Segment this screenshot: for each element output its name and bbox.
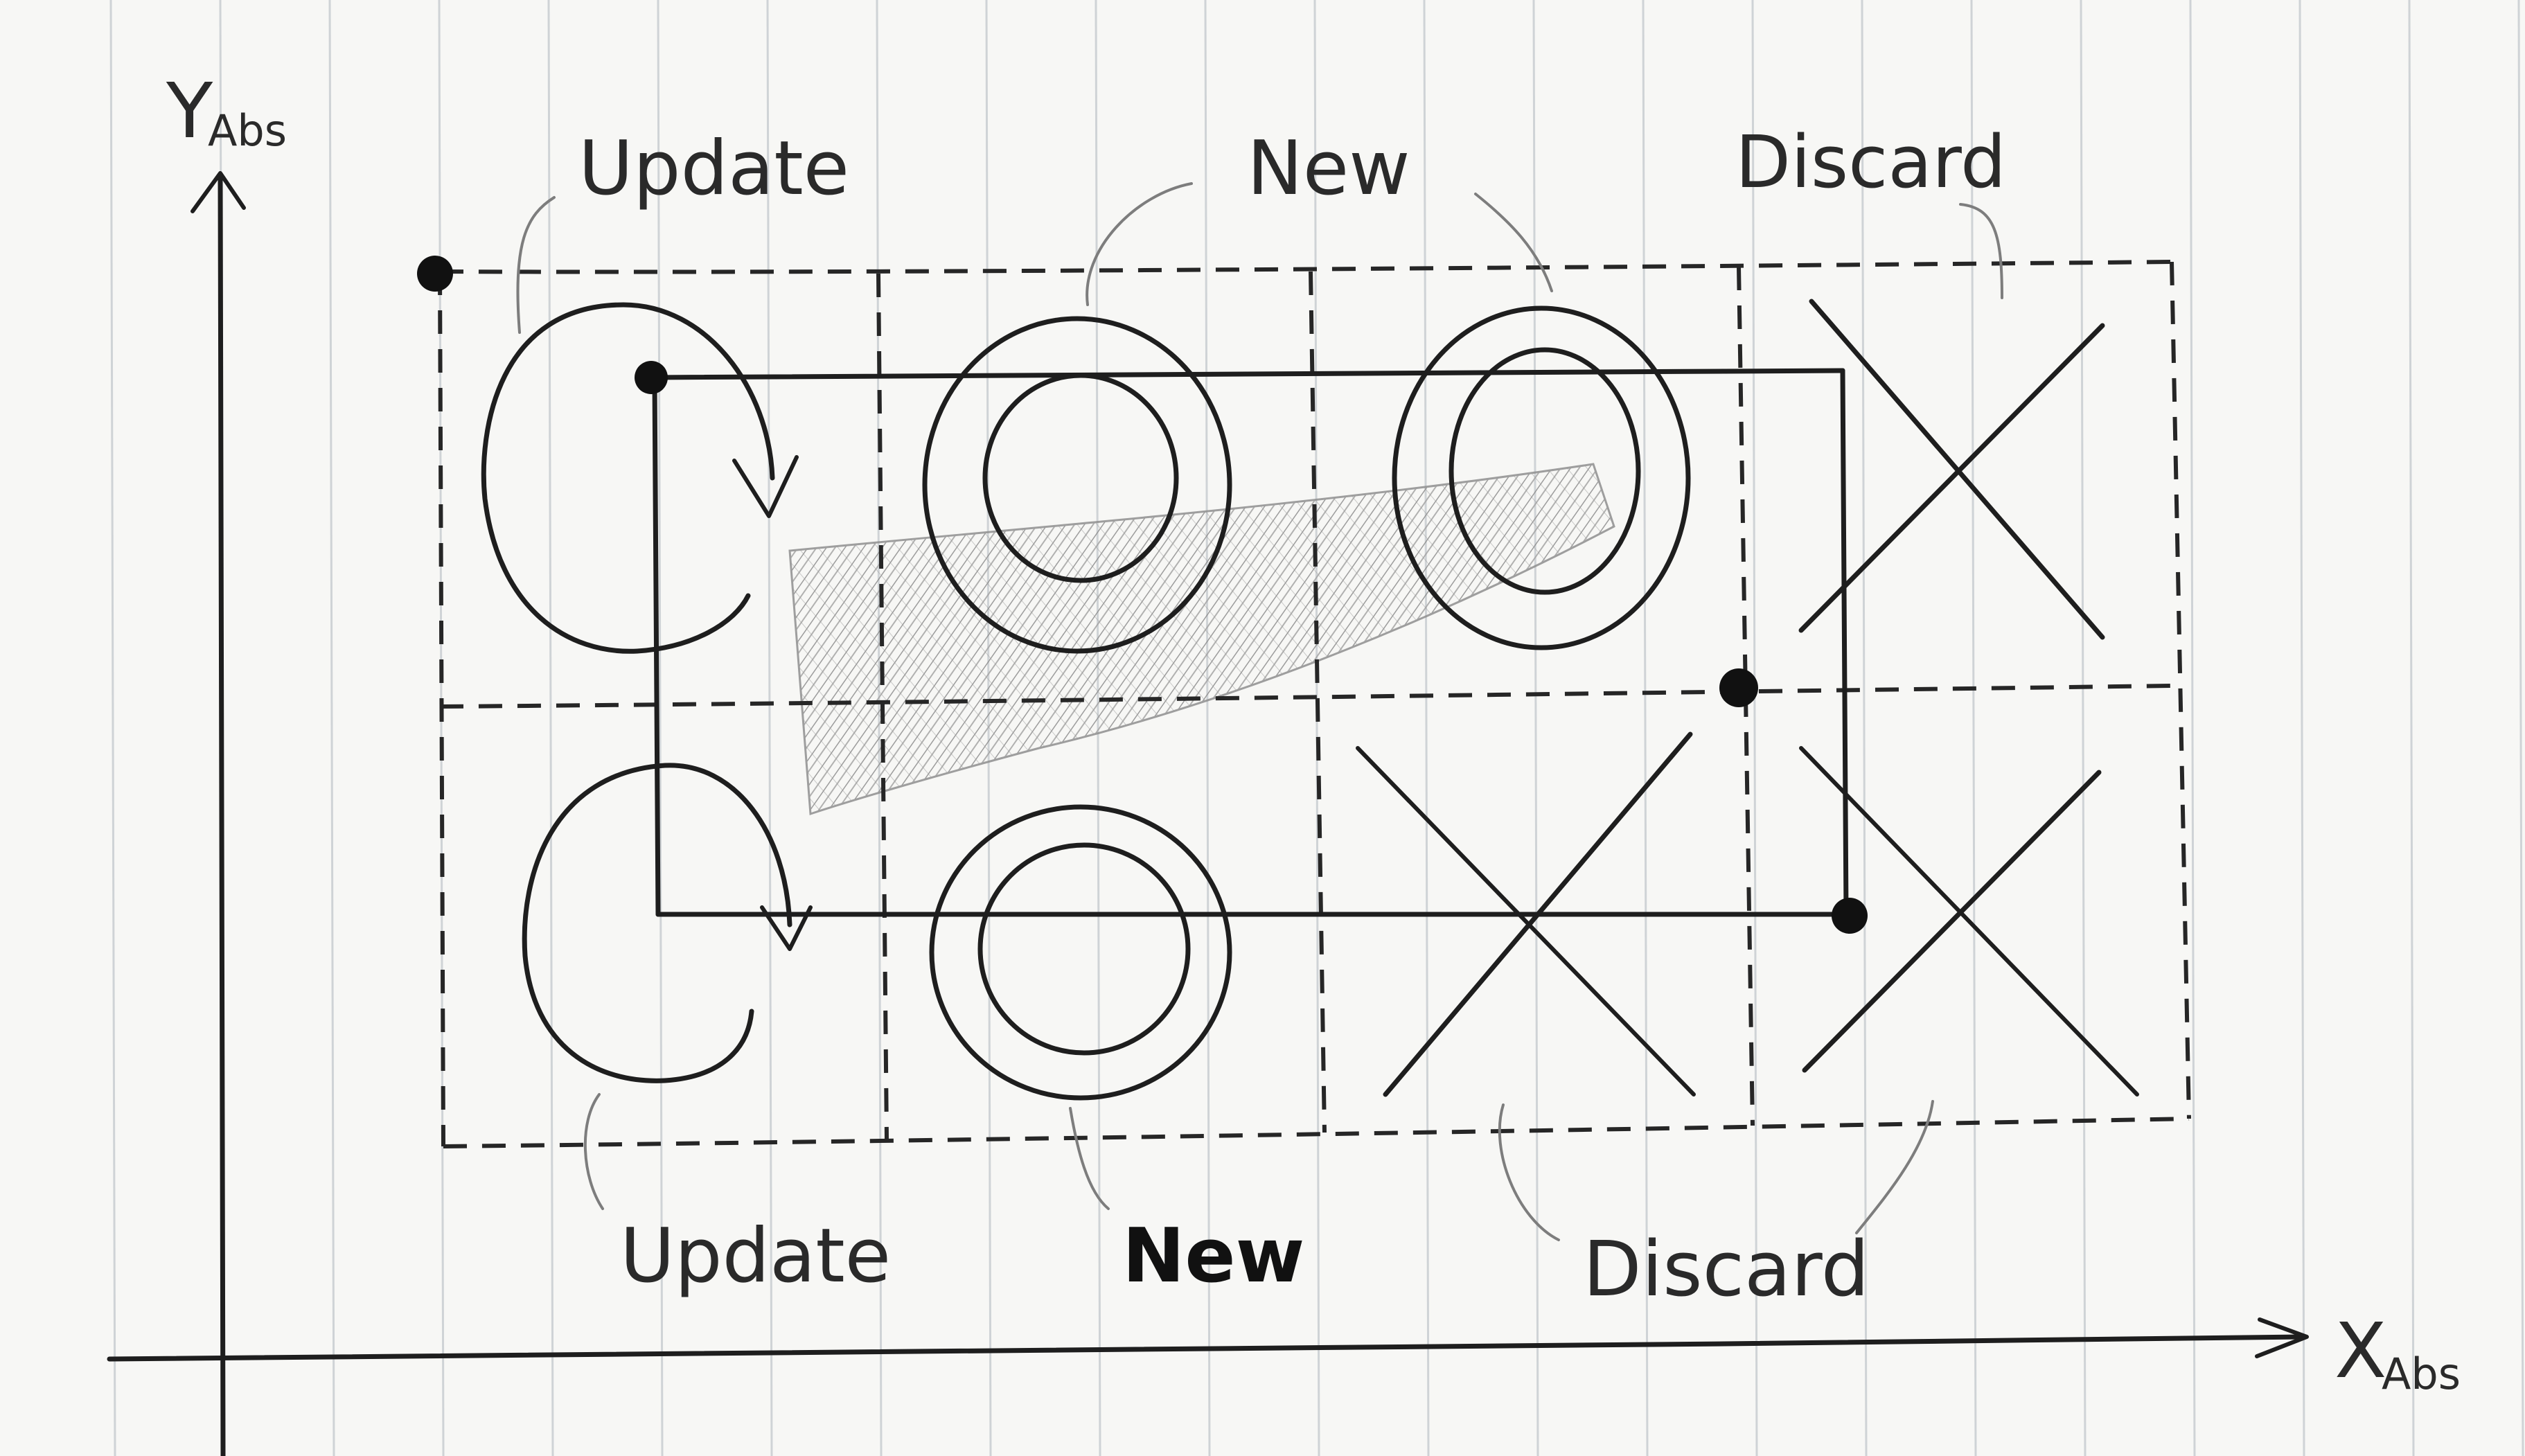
paper-line <box>1204 0 1211 1456</box>
paper-line <box>2080 0 2087 1456</box>
paper-line <box>1313 0 1320 1456</box>
label-discard-bottom: Discard <box>1583 1225 1870 1313</box>
rectangle-end-dot <box>1832 898 1868 934</box>
paper-line <box>1861 0 1868 1456</box>
discard-symbol-row2-col4 <box>1799 746 2139 1097</box>
paper-line <box>657 0 664 1456</box>
paper-line <box>1423 0 1430 1456</box>
paper-line <box>438 0 445 1456</box>
rectangle-start-dot <box>635 361 668 394</box>
paper-grid-lines <box>109 0 2524 1456</box>
new-symbol-row2-col2 <box>929 804 1232 1101</box>
paper-line <box>109 0 116 1456</box>
x-axis <box>107 1317 2309 1362</box>
label-new-bottom: New <box>1122 1213 1304 1299</box>
paper-line <box>1751 0 1758 1456</box>
new-symbol-row1-col2 <box>922 316 1232 654</box>
paper-line <box>2189 0 2196 1456</box>
paper-line <box>2408 0 2415 1456</box>
label-discard-top: Discard <box>1735 120 2006 204</box>
update-symbol-bottom <box>522 763 813 1083</box>
update-symbol-top <box>481 302 799 654</box>
y-axis-label: Y <box>166 66 213 155</box>
label-new-top: New <box>1247 125 1410 212</box>
y-axis-label-sub: Abs <box>208 105 287 156</box>
solid-rectangle <box>635 361 1868 934</box>
leader-lines <box>516 182 2003 1241</box>
paper-line <box>766 0 773 1456</box>
grid-origin-dot <box>417 256 453 292</box>
paper-line <box>328 0 335 1456</box>
paper-line <box>1642 0 1649 1456</box>
discard-symbol-row1-col4 <box>1798 299 2105 640</box>
x-axis-label-sub: Abs <box>2382 1349 2461 1399</box>
label-update-top: Update <box>578 125 849 212</box>
y-axis <box>191 171 246 1456</box>
grid-midpoint-dot <box>1719 668 1758 707</box>
paper-line <box>1970 0 1977 1456</box>
paper-line <box>2298 0 2305 1456</box>
discard-symbol-row2-col3 <box>1356 731 1696 1097</box>
paper-line <box>1532 0 1539 1456</box>
dashed-grid <box>438 260 2191 1148</box>
x-axis-label: X <box>2334 1306 2386 1395</box>
label-update-bottom: Update <box>620 1213 891 1299</box>
paper-line <box>547 0 554 1456</box>
paper-line <box>2517 0 2524 1456</box>
new-symbol-row1-col3 <box>1392 305 1691 650</box>
